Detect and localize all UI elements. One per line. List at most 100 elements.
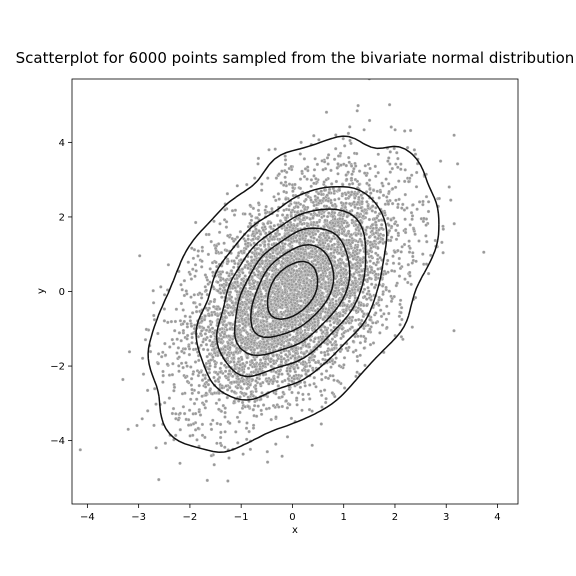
scatter-point [312,236,316,240]
scatter-point [312,339,316,344]
scatter-point [227,293,232,297]
scatter-point [218,222,222,226]
scatter-point [200,433,205,438]
scatter-point [394,162,398,166]
scatter-point [166,320,170,325]
scatter-point [394,283,399,288]
scatter-point [327,236,331,240]
scatter-point [337,314,342,319]
scatter-point [182,278,187,283]
scatter-point [224,283,228,287]
scatter-point [191,267,195,271]
scatter-point [278,219,283,223]
scatter-point [218,327,222,332]
scatter-point [224,384,228,388]
scatter-point [288,220,293,225]
scatter-point [311,358,316,362]
scatter-point [308,383,312,387]
scatter-point [384,285,388,290]
scatter-point [249,255,254,259]
scatter-point [226,306,230,310]
scatter-point [230,272,234,276]
scatter-point [193,274,197,278]
scatter-point [343,264,348,268]
scatter-point [399,167,403,171]
scatter-point [279,342,284,347]
scatter-point [390,268,394,273]
scatter-point [356,200,360,205]
scatter-point [298,385,303,390]
scatter-point [298,177,303,181]
scatter-point [246,237,250,241]
scatter-point [374,174,378,179]
scatter-point [312,133,316,138]
scatter-point [144,327,149,332]
scatter-point [256,208,261,213]
scatter-point [189,277,194,281]
scatter-point [314,176,318,181]
scatter-point [197,324,202,329]
scatter-point [314,385,318,389]
scatter-point [281,246,285,251]
scatter-point [368,317,372,322]
scatter-point [360,208,364,213]
scatter-point [180,287,184,292]
scatter-point [240,341,244,345]
scatter-point [329,365,333,369]
scatter-point [276,342,281,346]
scatter-point [352,200,356,204]
scatter-point [223,410,227,415]
scatter-point [135,423,139,428]
scatter-point [177,355,181,359]
scatter-point [350,325,355,329]
scatter-point [355,109,359,113]
scatter-point [403,227,408,232]
scatter-point [364,232,369,237]
scatter-point [339,200,344,205]
scatter-point [274,198,278,203]
scatter-point [301,392,305,397]
scatter-point [194,305,199,309]
scatter-point [397,256,402,261]
scatter-point [178,461,182,466]
scatter-point [312,181,316,186]
scatter-point [289,416,294,421]
scatter-point [157,477,161,482]
scatter-point [245,382,250,386]
scatter-point [264,407,269,411]
scatter-point [245,355,249,360]
scatter-point [199,265,204,269]
scatter-point [258,329,262,333]
scatter-point [183,314,188,318]
scatter-point [368,187,372,191]
scatter-point [304,289,309,293]
scatter-point [171,406,176,411]
scatter-point [200,378,205,383]
scatter-point [199,343,203,348]
scatter-point [372,239,377,243]
scatter-point [209,334,213,339]
scatter-point [280,379,285,384]
scatter-point [341,313,345,318]
scatter-point [355,370,359,374]
scatter-point [325,330,330,335]
scatter-point [288,402,292,407]
scatter-point [188,397,193,402]
scatter-point [309,212,313,217]
scatter-point [340,192,345,196]
scatter-point [433,238,438,243]
scatter-point [181,308,185,312]
scatter-point [277,172,281,176]
scatter-point [399,250,403,254]
scatter-point [268,255,272,260]
scatter-point [393,185,398,190]
scatter-point [258,358,263,362]
scatter-point [285,435,290,439]
scatter-point [353,318,358,322]
scatter-point [388,170,393,174]
scatter-point [178,319,183,323]
scatter-point [304,372,308,376]
scatter-point [310,409,314,413]
scatter-point [357,277,362,281]
scatter-point [359,206,363,210]
